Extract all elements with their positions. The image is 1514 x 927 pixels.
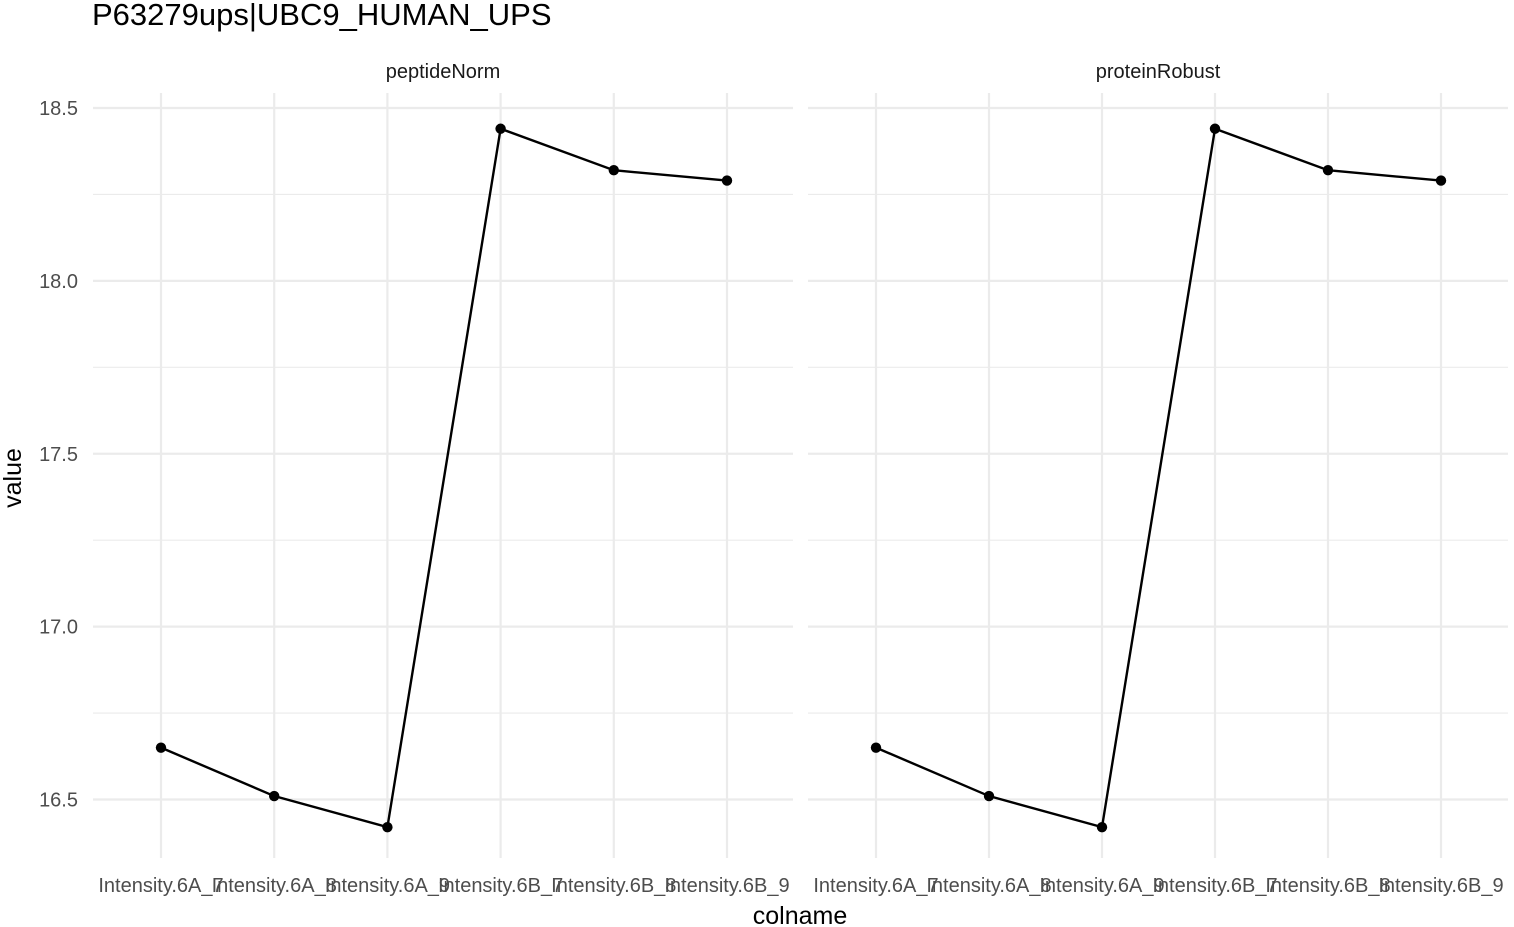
facet-panel-proteinRobust: proteinRobustIntensity.6A_7Intensity.6A_… — [808, 61, 1508, 897]
y-tick-label: 16.5 — [39, 790, 78, 812]
facet-strip-label: peptideNorm — [386, 61, 501, 83]
chart-title: P63279ups|UBC9_HUMAN_UPS — [92, 0, 552, 32]
y-axis-title: value — [0, 448, 27, 508]
data-point — [983, 790, 995, 802]
data-point — [721, 175, 733, 186]
x-tick-label: Intensity.6A_8 — [212, 875, 337, 897]
facet-strip-label: proteinRobust — [1096, 61, 1221, 83]
x-tick-label: Intensity.6A_7 — [98, 875, 223, 897]
series-line — [160, 127, 728, 829]
data-point — [155, 742, 167, 753]
data-point — [1435, 175, 1447, 186]
x-tick-label: Intensity.6B_8 — [1265, 875, 1390, 897]
data-point — [1096, 821, 1108, 833]
data-point — [1209, 123, 1221, 134]
y-tick-label: 18.0 — [39, 271, 78, 293]
x-tick-label: Intensity.6A_9 — [1039, 875, 1164, 897]
x-tick-label: Intensity.6B_9 — [1378, 875, 1503, 897]
x-tick-label: Intensity.6A_7 — [813, 875, 938, 897]
y-axis-ticks: 16.5 17.0 17.5 18.0 18.5 — [39, 98, 78, 812]
facet-panels: peptideNormIntensity.6A_7Intensity.6A_8I… — [93, 61, 1508, 897]
data-point — [269, 790, 280, 802]
data-point — [1322, 165, 1334, 176]
x-tick-label: Intensity.6B_7 — [1152, 875, 1277, 897]
series-line — [875, 127, 1442, 829]
x-tick-label: Intensity.6B_8 — [551, 875, 676, 897]
y-tick-label: 17.0 — [39, 617, 78, 639]
x-axis-title: colname — [753, 902, 848, 927]
x-tick-label: Intensity.6B_7 — [438, 875, 563, 897]
data-point — [870, 742, 882, 753]
x-tick-label: Intensity.6A_9 — [325, 875, 450, 897]
x-tick-label: Intensity.6B_9 — [664, 875, 789, 897]
x-tick-label: Intensity.6A_8 — [926, 875, 1051, 897]
facet-panel-peptideNorm: peptideNormIntensity.6A_7Intensity.6A_8I… — [93, 61, 793, 897]
y-tick-label: 17.5 — [39, 444, 78, 466]
data-point — [382, 821, 393, 833]
data-point — [608, 165, 619, 176]
data-point — [495, 123, 506, 134]
y-tick-label: 18.5 — [39, 98, 78, 120]
